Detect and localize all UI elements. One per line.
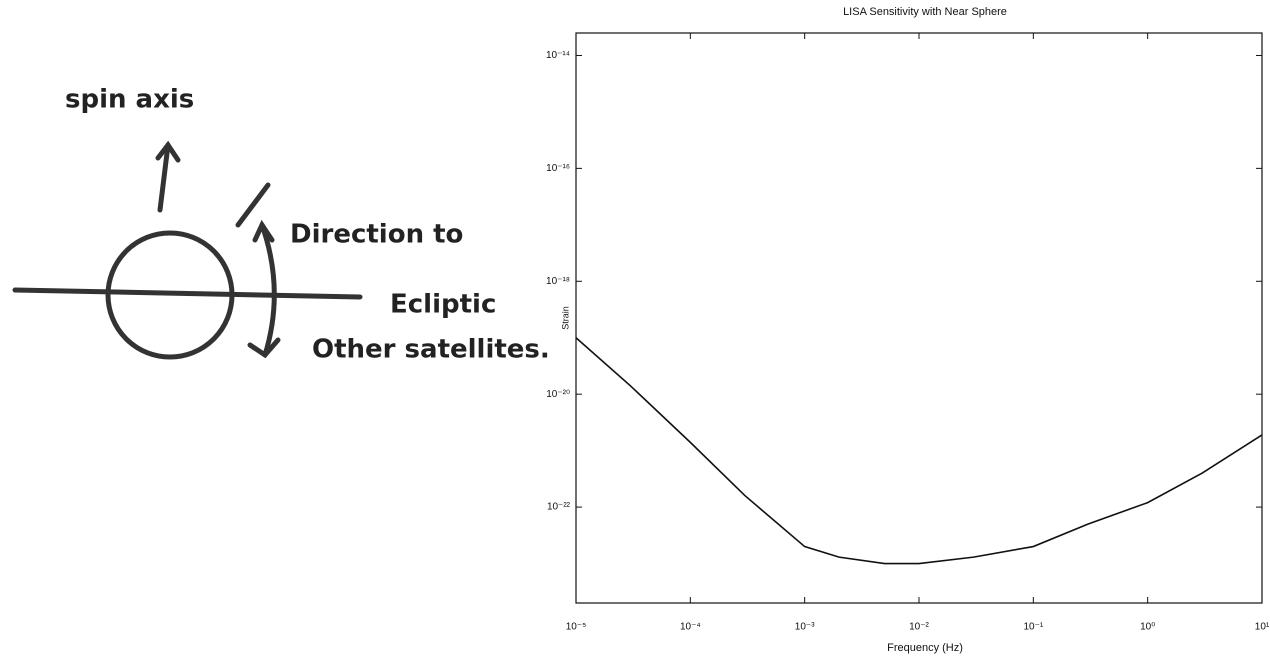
arc-arrowhead-top	[252, 219, 275, 243]
diagram	[12, 140, 363, 360]
satellites-label: Other satellites.	[312, 335, 550, 365]
direction-label: Direction to	[290, 220, 463, 250]
direction-line	[235, 182, 271, 228]
ecliptic-line	[12, 287, 363, 300]
x-tick-label: 10⁻²	[909, 622, 929, 633]
x-tick-label: 10⁰	[1140, 622, 1155, 633]
ecliptic-label: Ecliptic	[390, 290, 496, 320]
x-tick-label: 10⁻⁴	[680, 622, 701, 633]
x-axis-label: Frequency (Hz)	[887, 642, 963, 654]
spin-arrowhead	[155, 140, 181, 163]
y-tick-label: 10⁻²⁰	[546, 389, 570, 400]
y-tick-label: 10⁻¹⁴	[546, 50, 570, 61]
y-axis-label: Strain	[560, 306, 570, 330]
data-line	[575, 337, 1263, 565]
spin-arrow	[157, 142, 171, 213]
chart-title: LISA Sensitivity with Near Sphere	[843, 6, 1007, 18]
x-tick-label: 10⁻³	[795, 622, 815, 633]
y-tick-label: 10⁻²²	[547, 502, 571, 513]
x-tick-label: 10¹	[1255, 622, 1270, 633]
arc-arrowhead-bottom	[247, 337, 281, 359]
angle-arc	[259, 222, 277, 358]
x-tick-label: 10⁻¹	[1023, 622, 1043, 633]
spin-label: spin axis	[65, 85, 194, 115]
y-tick-label: 10⁻¹⁶	[546, 163, 570, 174]
plot-frame	[575, 32, 1263, 604]
y-tick-label: 10⁻¹⁸	[546, 276, 570, 287]
x-tick-label: 10⁻⁵	[566, 622, 587, 633]
